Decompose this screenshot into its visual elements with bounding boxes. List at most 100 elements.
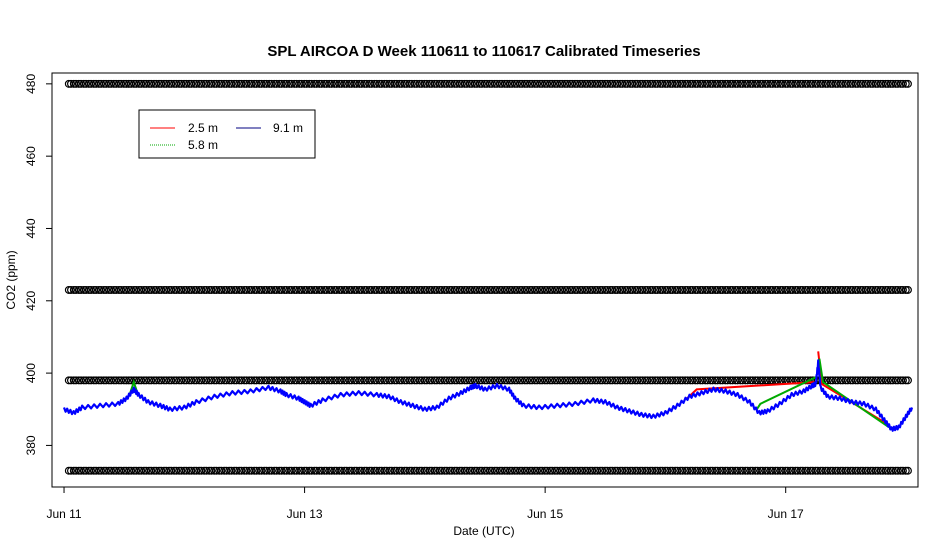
calibration-point xyxy=(713,466,722,475)
calibration-point xyxy=(848,285,857,294)
legend: 2.5 m 5.8 m 9.1 m xyxy=(138,109,316,159)
calibration-point xyxy=(382,285,391,294)
calibration-point xyxy=(332,79,341,88)
calibration-point xyxy=(282,285,291,294)
y-tick-label: 400 xyxy=(24,363,38,383)
calibration-point xyxy=(407,466,416,475)
calibration-point xyxy=(277,79,286,88)
calibration-point xyxy=(417,79,426,88)
calibration-point xyxy=(142,376,151,385)
calibration-point xyxy=(828,79,837,88)
calibration-point xyxy=(432,285,441,294)
calibration-point xyxy=(528,466,537,475)
calibration-point xyxy=(132,285,141,294)
calibration-point xyxy=(888,285,897,294)
calibration-point xyxy=(147,79,156,88)
calibration-point xyxy=(558,285,567,294)
calibration-point xyxy=(77,285,86,294)
calibration-point xyxy=(868,285,877,294)
calibration-point xyxy=(683,79,692,88)
calibration-point xyxy=(427,79,436,88)
calibration-point xyxy=(568,79,577,88)
calibration-point xyxy=(848,466,857,475)
calibration-point xyxy=(678,376,687,385)
calibration-point xyxy=(538,466,547,475)
y-axis: 380 400 420 440 460 480 xyxy=(24,74,52,455)
calibration-point xyxy=(287,285,296,294)
calibration-point xyxy=(402,285,411,294)
legend-box xyxy=(138,109,316,159)
calibration-point xyxy=(362,285,371,294)
calibration-point xyxy=(207,466,216,475)
calibration-point xyxy=(102,79,111,88)
calibration-point xyxy=(372,376,381,385)
calibration-point xyxy=(437,285,446,294)
calibration-point xyxy=(107,466,116,475)
calibration-point xyxy=(893,79,902,88)
calibration-point xyxy=(192,376,201,385)
calibration-point xyxy=(778,466,787,475)
calibration-point xyxy=(442,376,451,385)
calibration-point xyxy=(608,285,617,294)
calibration-point xyxy=(813,466,822,475)
calibration-point xyxy=(67,285,76,294)
calibration-point xyxy=(162,466,171,475)
calibration-point xyxy=(97,376,106,385)
calibration-point xyxy=(427,376,436,385)
calibration-point xyxy=(783,466,792,475)
calibration-point xyxy=(467,79,476,88)
calibration-point xyxy=(628,466,637,475)
calibration-point xyxy=(728,466,737,475)
calibration-point xyxy=(683,376,692,385)
calibration-point xyxy=(518,466,527,475)
calibration-point xyxy=(753,466,762,475)
calibration-point xyxy=(357,79,366,88)
calibration-point xyxy=(743,376,752,385)
calibration-point xyxy=(382,466,391,475)
calibration-point xyxy=(377,466,386,475)
calibration-point xyxy=(718,376,727,385)
calibration-point xyxy=(67,79,76,88)
calibration-point xyxy=(432,376,441,385)
calibration-point xyxy=(482,79,491,88)
calibration-point xyxy=(82,285,91,294)
calibration-point xyxy=(182,285,191,294)
calibration-point xyxy=(472,376,481,385)
calibration-point xyxy=(412,79,421,88)
calibration-point xyxy=(728,285,737,294)
calibration-point xyxy=(888,79,897,88)
calibration-point xyxy=(778,285,787,294)
calibration-point xyxy=(538,376,547,385)
calibration-point xyxy=(858,285,867,294)
calibration-point xyxy=(497,466,506,475)
calibration-point xyxy=(803,79,812,88)
calibration-point xyxy=(518,376,527,385)
calibration-point xyxy=(312,285,321,294)
calibration-point xyxy=(623,466,632,475)
calibration-point xyxy=(137,79,146,88)
calibration-point xyxy=(407,285,416,294)
calibration-point xyxy=(202,285,211,294)
calibration-point xyxy=(272,466,281,475)
calibration-point xyxy=(482,376,491,385)
calibration-point xyxy=(142,466,151,475)
calibration-point xyxy=(703,79,712,88)
calibration-point xyxy=(362,376,371,385)
calibration-point xyxy=(503,376,512,385)
calibration-point xyxy=(618,285,627,294)
calibration-point xyxy=(422,466,431,475)
calibration-point xyxy=(407,79,416,88)
calibration-point xyxy=(773,466,782,475)
calibration-point xyxy=(482,466,491,475)
calibration-point xyxy=(618,79,627,88)
calibration-point xyxy=(773,79,782,88)
calibration-point xyxy=(442,79,451,88)
calibration-point xyxy=(282,79,291,88)
calibration-point xyxy=(292,79,301,88)
calibration-point xyxy=(738,285,747,294)
calibration-point xyxy=(638,466,647,475)
calibration-point xyxy=(878,79,887,88)
calibration-point xyxy=(177,376,186,385)
calibration-point xyxy=(217,285,226,294)
calibration-point xyxy=(578,79,587,88)
